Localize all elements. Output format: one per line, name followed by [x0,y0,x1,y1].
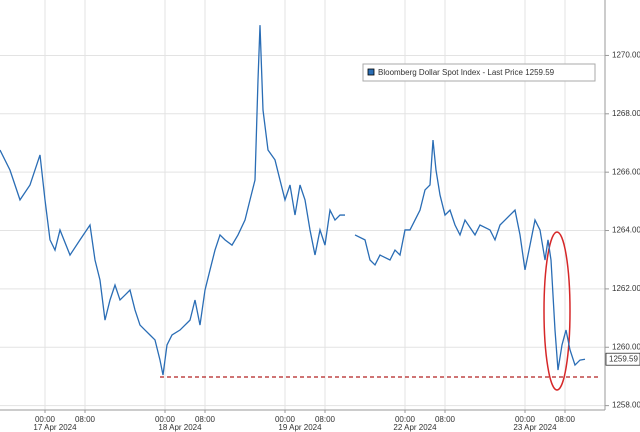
y-tick-label: 1268.00 [612,109,640,118]
date-label: 23 Apr 2024 [513,423,557,432]
legend-box [362,63,596,82]
highlight-ellipse [543,231,571,391]
last-price-tag [605,352,640,366]
x-tick-label: 00:00 [35,415,56,424]
y-tick-label: 1260.00 [612,342,640,351]
date-label: 18 Apr 2024 [158,423,202,432]
x-tick-label: 00:00 [275,415,296,424]
y-tick-label: 1264.00 [612,226,640,235]
x-tick-label: 00:00 [155,415,176,424]
x-tick-label: 00:00 [515,415,536,424]
y-tick-label: 1262.00 [612,284,640,293]
x-tick-label: 08:00 [195,415,216,424]
x-tick-label: 08:00 [75,415,96,424]
last-price-label: 1259.59 [609,354,638,363]
y-tick-label: 1258.00 [612,401,640,410]
x-tick-label: 08:00 [315,415,336,424]
price-line [0,25,345,376]
legend-name: Bloomberg Dollar Spot Index - Last Price [378,68,524,77]
price-line [354,140,586,371]
y-tick-label: 1266.00 [612,167,640,176]
x-tick-label: 08:00 [435,415,456,424]
legend-swatch [367,68,375,76]
date-label: 22 Apr 2024 [393,423,437,432]
grid [0,0,605,410]
date-label: 19 Apr 2024 [278,423,322,432]
date-label: 17 Apr 2024 [33,423,77,432]
legend: Bloomberg Dollar Spot Index - Last Price… [362,63,596,82]
x-tick-label: 00:00 [395,415,416,424]
x-tick-label: 08:00 [555,415,576,424]
legend-value: 1259.59 [525,68,554,77]
legend-entry: Bloomberg Dollar Spot Index - Last Price… [378,68,555,77]
y-tick-label: 1270.00 [612,51,640,60]
